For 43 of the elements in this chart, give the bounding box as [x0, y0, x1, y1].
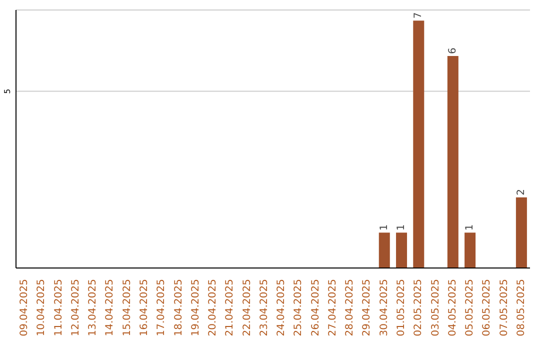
- x-tick-label: 09.04.2025: [19, 279, 30, 336]
- bar: [378, 232, 390, 268]
- x-tick-label: 21.04.2025: [224, 279, 236, 336]
- x-tick-label: 03.05.2025: [430, 279, 442, 336]
- data-label: 2: [516, 188, 527, 196]
- x-tick-label: 22.04.2025: [242, 279, 253, 336]
- x-tick-label: 10.04.2025: [36, 279, 48, 336]
- x-tick-label: 28.04.2025: [344, 279, 356, 336]
- data-label: 6: [447, 48, 458, 54]
- data-label: 1: [464, 224, 476, 231]
- x-tick-label: 19.04.2025: [190, 279, 202, 336]
- x-tick-label: 20.04.2025: [208, 279, 219, 336]
- data-label: 1: [378, 224, 390, 231]
- x-tick-label: 08.05.2025: [516, 279, 527, 336]
- bar: [413, 20, 424, 268]
- data-label: 7: [413, 12, 424, 19]
- x-tick-label: 23.04.2025: [258, 279, 270, 336]
- y-tick-label: 5: [3, 88, 12, 94]
- x-tick-label: 02.05.2025: [413, 279, 424, 336]
- x-tick-label: 11.04.2025: [53, 279, 64, 336]
- x-tick-label: 15.04.2025: [122, 279, 133, 336]
- x-tick-label: 06.05.2025: [482, 279, 493, 336]
- bar: [516, 197, 527, 268]
- x-tick-label: 04.05.2025: [447, 279, 458, 336]
- x-tick-label: 12.04.2025: [70, 279, 82, 336]
- bar: [396, 232, 408, 268]
- x-tick-label: 07.05.2025: [498, 279, 510, 336]
- x-tick-label: 25.04.2025: [293, 279, 304, 336]
- x-tick-label: 30.04.2025: [378, 279, 390, 336]
- data-label: 1: [396, 224, 408, 231]
- x-tick-label: 05.05.2025: [464, 279, 476, 336]
- x-tick-label: 16.04.2025: [139, 279, 150, 336]
- x-tick-label: 24.04.2025: [276, 279, 288, 336]
- x-tick-label: 13.04.2025: [88, 279, 99, 336]
- x-tick-label: 29.04.2025: [362, 279, 373, 336]
- x-tick-label: 26.04.2025: [310, 279, 322, 336]
- bar: [464, 232, 476, 268]
- x-tick-label: 17.04.2025: [156, 279, 168, 336]
- x-tick-label: 14.04.2025: [104, 279, 116, 336]
- x-tick-label: 18.04.2025: [173, 279, 184, 336]
- bar: [447, 56, 458, 268]
- x-tick-label: 01.05.2025: [396, 279, 407, 336]
- x-tick-label: 27.04.2025: [327, 279, 338, 336]
